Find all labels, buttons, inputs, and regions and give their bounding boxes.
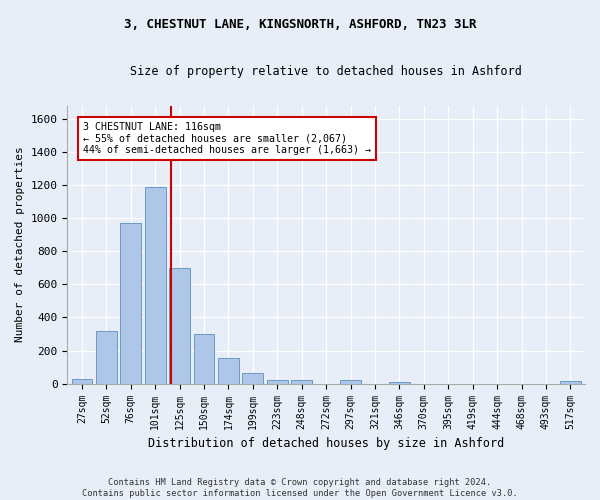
- Bar: [194, 334, 214, 384]
- Bar: [169, 268, 190, 384]
- Text: 3 CHESTNUT LANE: 116sqm
← 55% of detached houses are smaller (2,067)
44% of semi: 3 CHESTNUT LANE: 116sqm ← 55% of detache…: [83, 122, 371, 156]
- Bar: [218, 358, 239, 384]
- Bar: [242, 373, 263, 384]
- Bar: [340, 380, 361, 384]
- Y-axis label: Number of detached properties: Number of detached properties: [15, 147, 25, 342]
- X-axis label: Distribution of detached houses by size in Ashford: Distribution of detached houses by size …: [148, 437, 504, 450]
- Bar: [145, 186, 166, 384]
- Bar: [560, 381, 581, 384]
- Title: Size of property relative to detached houses in Ashford: Size of property relative to detached ho…: [130, 65, 522, 78]
- Text: 3, CHESTNUT LANE, KINGSNORTH, ASHFORD, TN23 3LR: 3, CHESTNUT LANE, KINGSNORTH, ASHFORD, T…: [124, 18, 476, 30]
- Bar: [292, 380, 312, 384]
- Bar: [96, 330, 117, 384]
- Bar: [389, 382, 410, 384]
- Bar: [267, 380, 287, 384]
- Text: Contains HM Land Registry data © Crown copyright and database right 2024.
Contai: Contains HM Land Registry data © Crown c…: [82, 478, 518, 498]
- Bar: [121, 223, 141, 384]
- Bar: [71, 378, 92, 384]
